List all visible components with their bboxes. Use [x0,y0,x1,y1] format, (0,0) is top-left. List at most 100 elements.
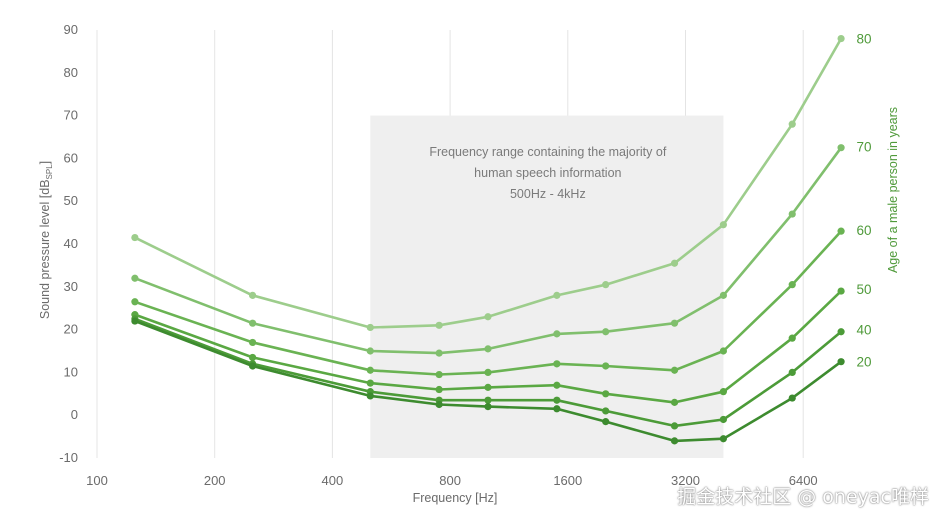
data-point [719,415,727,424]
data-point [553,360,561,368]
data-point [484,345,492,353]
x-tick-label: 100 [86,473,108,488]
data-point [837,358,845,366]
y-tick-label: 0 [71,407,78,422]
x-tick-label: 200 [204,473,226,488]
data-point [719,347,727,355]
age-label: 50 [856,282,871,297]
data-point [484,368,492,376]
data-point [602,281,610,289]
data-point [670,319,679,327]
data-point [366,323,374,332]
data-point [788,368,796,376]
data-point [837,34,845,43]
data-point [602,418,610,426]
data-point [788,334,796,342]
data-point [484,313,492,321]
speech-band-text: Frequency range containing the majority … [429,145,666,201]
data-point [602,407,610,415]
data-point [435,321,443,329]
data-point [484,383,492,391]
age-label: 80 [856,32,871,47]
data-point [366,392,374,400]
series-50 [131,287,845,406]
y-axis-ticks: 90 80 70 60 50 40 30 20 10 0 -10 [59,22,78,465]
data-point [131,298,139,306]
data-point [837,227,845,235]
data-point [788,210,796,218]
x-tick-label: 800 [439,473,461,488]
series-60 [131,227,845,379]
data-point [553,381,561,389]
series-80 [131,34,845,332]
data-point [837,144,845,152]
x-axis-ticks: 100 200 400 800 1600 3200 6400 [86,473,818,488]
y-tick-label: 30 [64,279,78,294]
age-labels: 20 40 50 60 70 80 [856,32,871,370]
band-text-line: Frequency range containing the majority … [429,145,666,159]
data-point [553,396,561,404]
secondary-axis-title: Age of a male person in years [886,107,900,273]
data-point [837,287,845,295]
data-point [366,379,374,387]
data-point [553,405,561,413]
band-text-line: 500Hz - 4kHz [510,187,586,201]
data-point [248,353,257,362]
data-point [553,291,561,299]
y-tick-label: 60 [64,150,78,165]
data-point [719,291,727,299]
x-tick-label: 1600 [553,473,582,488]
data-point [719,435,727,443]
data-point [435,349,443,357]
y-tick-label: 70 [64,108,78,123]
y-tick-label: 40 [64,236,78,251]
data-point [788,281,796,289]
y-tick-label: 50 [64,193,78,208]
data-point [553,330,561,338]
data-point [670,366,679,374]
y-tick-label: 20 [64,322,78,337]
x-axis-title: Frequency [Hz] [413,491,498,505]
y-axis-title-main: Sound pressure level [dB [38,179,52,319]
y-tick-label: 10 [64,364,78,379]
data-point [788,120,796,128]
data-point [131,233,139,242]
data-point [248,362,257,370]
data-point [719,388,727,396]
y-axis-title: Sound pressure level [dBSPL] [38,161,54,319]
data-point [435,400,443,409]
x-tick-label: 6400 [789,473,818,488]
data-point [248,319,257,327]
data-point [435,370,443,379]
data-point [435,385,443,394]
y-tick-label: -10 [59,450,78,465]
data-point [131,317,139,325]
series-lines [131,34,845,445]
data-point [670,398,679,406]
data-point [484,403,492,411]
data-point [131,274,139,282]
data-point [670,259,679,267]
data-point [484,396,492,404]
y-tick-label: 90 [64,22,78,37]
watermark: 掘金技术社区 @ oneyac唯样 [677,486,929,508]
series-20 [131,317,845,445]
y-tick-label: 80 [64,65,78,80]
data-point [670,437,679,445]
y-axis-title-close: ] [38,161,52,164]
data-point [719,221,727,229]
data-point [366,347,374,355]
x-tick-label: 3200 [671,473,700,488]
y-axis-title-sub: SPL [45,164,54,180]
data-point [837,328,845,336]
x-tick-label: 400 [322,473,344,488]
data-point [788,394,796,402]
age-label: 20 [856,355,871,370]
age-label: 70 [856,140,871,155]
data-point [670,422,679,430]
data-point [602,328,610,336]
data-point [602,362,610,370]
age-label: 60 [856,223,871,238]
series-70 [131,144,845,357]
